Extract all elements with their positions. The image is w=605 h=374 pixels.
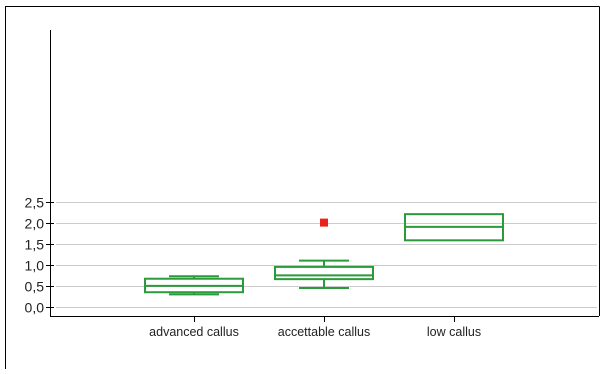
y-axis-ticks: 0,0 0,5 1,0 1,5 2,0 2,5: [25, 195, 54, 316]
y-tick-label: 1,0: [25, 258, 45, 274]
box-2: [274, 218, 374, 290]
axes: [50, 30, 599, 317]
x-axis-ticks: advanced callus accettable callus low call…: [149, 316, 481, 339]
y-tick-label: 1,5: [25, 237, 45, 253]
box-3: [404, 213, 504, 242]
box-1: [144, 275, 244, 296]
y-tick-label: 2,0: [25, 216, 45, 232]
y-tick-label: 2,5: [25, 195, 45, 211]
box-iqr: [274, 265, 374, 281]
panel-border: [5, 6, 600, 369]
outlier-point: [320, 218, 328, 227]
boxes: [144, 213, 504, 296]
x-tick-label: accettable callus: [278, 325, 370, 339]
gridlines: [56, 202, 597, 308]
y-tick-label: 0,5: [25, 279, 45, 295]
x-tick-label: advanced callus: [149, 325, 239, 339]
x-tick-label: low callus: [427, 325, 481, 339]
y-tick-label: 0,0: [25, 300, 45, 316]
